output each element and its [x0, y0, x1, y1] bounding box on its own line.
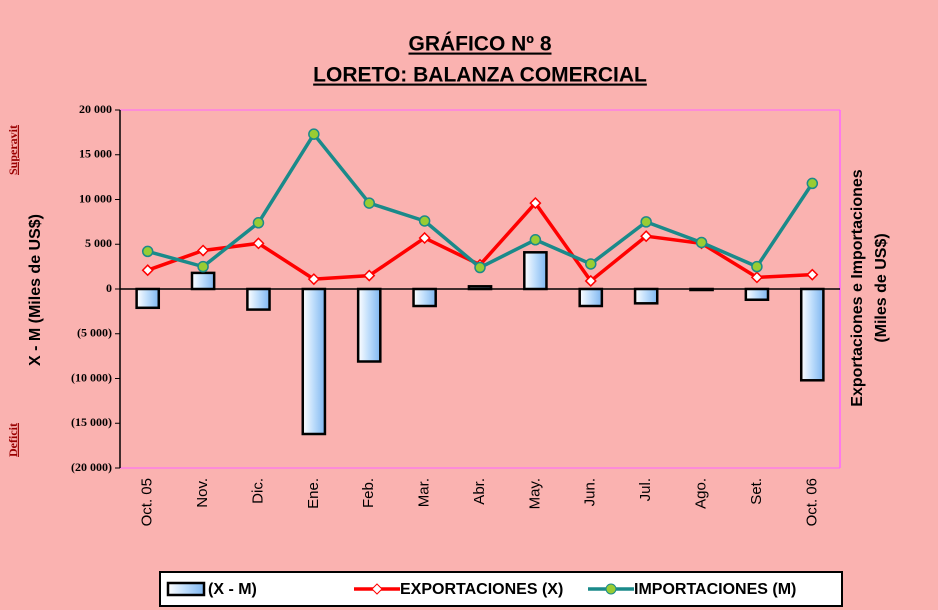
y-tick-label: 0 [106, 281, 112, 295]
legend-label: (X - M) [208, 581, 257, 598]
marker [474, 261, 486, 274]
marker [363, 197, 375, 209]
y-tick-label: (10 000) [71, 370, 112, 384]
marker [640, 230, 653, 243]
bar [246, 287, 271, 311]
marker [141, 264, 154, 277]
y-tick-label: (15 000) [71, 415, 112, 429]
x-tick-label: May. [526, 478, 543, 509]
marker [252, 217, 265, 229]
legend-marker [371, 583, 383, 595]
legend-swatch [166, 581, 206, 597]
annotation: Deficit [6, 423, 20, 457]
x-tick-label: Nov. [194, 478, 211, 508]
chart-subtitle: LORETO: BALANZA COMERCIAL [313, 64, 647, 87]
marker [585, 258, 597, 270]
marker [307, 273, 320, 286]
bar [135, 287, 161, 310]
y-tick-label: (5 000) [77, 326, 112, 340]
marker [418, 231, 431, 245]
y2-axis-title: (Miles de US$) [873, 233, 890, 342]
chart-title: GRÁFICO Nº 8 [408, 33, 551, 56]
legend-box [159, 571, 843, 607]
marker [695, 236, 708, 249]
marker [640, 216, 652, 228]
y-tick-label: 5 000 [85, 236, 112, 250]
x-tick-label: Set. [748, 478, 765, 505]
marker [806, 177, 819, 190]
marker [529, 197, 542, 210]
bar [523, 251, 548, 291]
marker [197, 244, 210, 257]
y2-axis-title: Exportaciones e Importaciones [849, 169, 866, 407]
marker [418, 215, 431, 227]
x-tick-label: Ago. [693, 478, 710, 509]
marker [751, 260, 763, 273]
bar [301, 287, 327, 436]
y-axis-title: X - M (Miles de US$) [27, 214, 44, 366]
marker [750, 271, 763, 284]
annotation: Superavit [6, 125, 20, 175]
bar [689, 287, 714, 292]
x-tick-label: Ene. [305, 478, 322, 509]
x-tick-label: Oct. 06 [803, 478, 820, 526]
bar [412, 287, 437, 308]
x-tick-label: Oct. 05 [139, 478, 156, 526]
y-tick-label: (20 000) [71, 460, 112, 474]
marker [363, 269, 376, 282]
x-tick-label: Jul. [637, 478, 654, 501]
y-tick-label: 15 000 [79, 147, 112, 161]
legend-label: IMPORTACIONES (M) [634, 581, 796, 598]
bar [578, 287, 604, 308]
bar [467, 285, 493, 291]
x-tick-label: Mar. [416, 478, 433, 507]
bar [356, 287, 382, 363]
marker [197, 260, 209, 273]
bar [799, 287, 825, 382]
marker [806, 268, 819, 281]
legend-label: EXPORTACIONES (X) [400, 581, 563, 598]
y-tick-label: 20 000 [79, 102, 112, 116]
x-tick-label: Dic. [249, 478, 266, 504]
bar [744, 287, 770, 301]
legend-marker [605, 583, 617, 595]
marker [584, 274, 597, 288]
x-tick-label: Jun. [582, 478, 599, 506]
marker [252, 237, 265, 250]
bar [633, 287, 659, 305]
x-tick-label: Feb. [360, 478, 377, 508]
marker [141, 245, 154, 258]
marker [529, 234, 542, 246]
x-tick-label: Abr. [471, 478, 488, 505]
y-tick-label: 10 000 [79, 191, 112, 205]
marker [308, 128, 320, 140]
bar [190, 271, 216, 291]
